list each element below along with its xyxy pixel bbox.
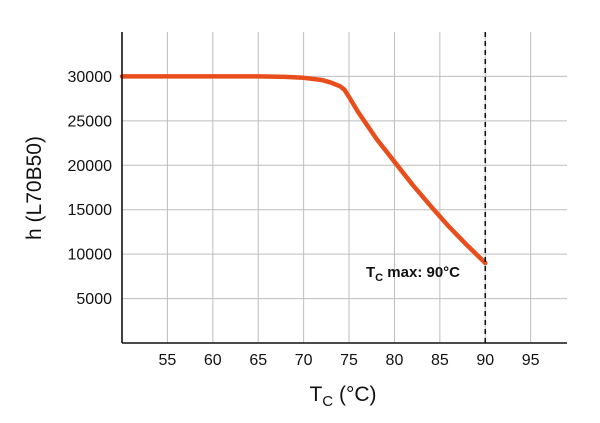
grid (122, 32, 567, 343)
x-tick-label: 85 (431, 352, 449, 369)
y-tick-label: 25000 (68, 113, 113, 130)
x-tick-label: 55 (159, 352, 177, 369)
series-layer (119, 74, 488, 266)
y-tick-label: 10000 (68, 247, 113, 264)
x-tick-labels: 55 60 65 70 75 80 85 90 95 (159, 352, 540, 369)
y-axis-title: h (L70B50) (23, 136, 46, 240)
y-tick-label: 20000 (68, 158, 113, 175)
y-tick-label: 15000 (68, 202, 113, 219)
x-tick-label: 70 (295, 352, 313, 369)
x-tick-label: 75 (340, 352, 358, 369)
x-tick-label: 60 (204, 352, 222, 369)
y-tick-label: 5000 (76, 291, 112, 308)
x-tick-label: 95 (522, 352, 540, 369)
max-temperature-label: TC max: 90°C (366, 264, 460, 284)
y-tick-labels: 5000 10000 15000 20000 25000 30000 (68, 69, 113, 308)
series-line (119, 74, 488, 266)
x-tick-label: 80 (386, 352, 404, 369)
axes (121, 32, 567, 344)
x-tick-label: 90 (476, 352, 494, 369)
x-axis-title: TC (°C) (309, 383, 376, 410)
y-tick-label: 30000 (68, 69, 113, 86)
x-tick-label: 65 (249, 352, 267, 369)
